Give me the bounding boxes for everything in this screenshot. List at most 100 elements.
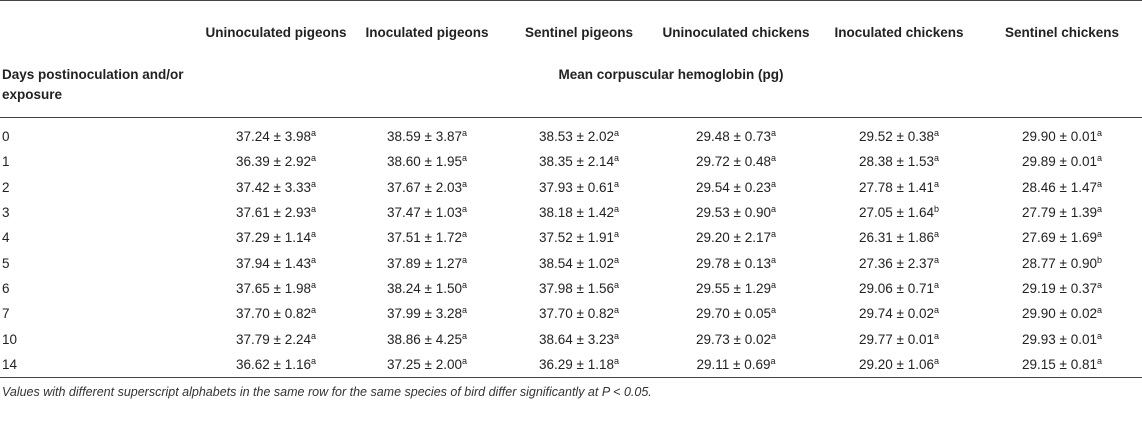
value-text: 37.61 ± 2.93 <box>236 205 311 221</box>
value-cell: 38.53 ± 2.02a <box>502 118 656 150</box>
significance-letter: a <box>933 279 939 290</box>
value-text: 29.48 ± 0.73 <box>696 129 771 145</box>
table-row: 5 37.94 ± 1.43a 37.89 ± 1.27a 38.54 ± 1.02a… <box>0 250 1142 275</box>
value-cell: 29.70 ± 0.05a <box>656 301 816 326</box>
significance-letter: a <box>461 254 467 265</box>
value-text: 29.89 ± 0.01 <box>1022 154 1097 170</box>
value-text: 37.93 ± 0.61 <box>539 179 614 195</box>
significance-letter: a <box>933 330 939 341</box>
day-cell: 7 <box>2 306 10 322</box>
day-cell: 4 <box>2 230 10 246</box>
significance-letter: a <box>461 204 467 215</box>
table-row: 6 37.65 ± 1.98a 38.24 ± 1.50a 37.98 ± 1.56a… <box>0 276 1142 301</box>
value-text: 29.06 ± 0.71 <box>859 280 934 296</box>
col-header-sentinel-chickens: Sentinel chickens <box>1004 25 1120 40</box>
value-text: 27.05 ± 1.64 <box>859 205 934 221</box>
table-row: 2 37.42 ± 3.33a 37.67 ± 2.03a 37.93 ± 0.61a… <box>0 175 1142 200</box>
significance-letter: a <box>1096 128 1102 139</box>
value-text: 29.73 ± 0.02 <box>696 331 771 347</box>
table-row: 7 37.70 ± 0.82a 37.99 ± 3.28a 37.70 ± 0.82a… <box>0 301 1142 326</box>
day-cell: 5 <box>2 255 10 271</box>
significance-letter: a <box>461 355 467 366</box>
value-text: 36.29 ± 1.18 <box>539 356 614 372</box>
value-text: 37.25 ± 2.00 <box>387 356 462 372</box>
value-text: 29.11 ± 0.69 <box>696 356 771 372</box>
value-cell: 29.20 ± 2.17a <box>656 225 816 250</box>
value-cell: 37.24 ± 3.98a <box>200 118 352 150</box>
day-cell: 3 <box>2 205 10 221</box>
value-text: 26.31 ± 1.86 <box>859 230 934 246</box>
value-cell: 29.48 ± 0.73a <box>656 118 816 150</box>
value-text: 37.94 ± 1.43 <box>236 255 311 271</box>
table-row: 0 37.24 ± 3.98a 38.59 ± 3.87a 38.53 ± 2.02a… <box>0 118 1142 150</box>
value-text: 29.55 ± 1.29 <box>696 280 771 296</box>
value-cell: 36.29 ± 1.18a <box>502 352 656 378</box>
value-text: 29.15 ± 0.81 <box>1022 356 1097 372</box>
value-text: 29.53 ± 0.90 <box>696 205 771 221</box>
value-cell: 29.15 ± 0.81a <box>982 352 1142 378</box>
value-cell: 29.55 ± 1.29a <box>656 276 816 301</box>
significance-letter: a <box>461 128 467 139</box>
value-text: 38.86 ± 4.25 <box>387 331 462 347</box>
significance-letter: a <box>770 279 776 290</box>
col-header-inoculated-chickens: Inoculated chickens <box>834 25 964 40</box>
significance-letter: a <box>310 153 316 164</box>
significance-letter: a <box>613 279 619 290</box>
value-text: 38.54 ± 1.02 <box>539 255 614 271</box>
value-cell: 37.70 ± 0.82a <box>502 301 656 326</box>
value-text: 29.77 ± 0.01 <box>859 331 934 347</box>
value-text: 37.99 ± 3.28 <box>387 306 462 322</box>
value-text: 28.38 ± 1.53 <box>859 154 934 170</box>
significance-letter: a <box>1096 204 1102 215</box>
day-cell: 14 <box>2 356 18 372</box>
significance-letter: a <box>310 279 316 290</box>
value-text: 37.67 ± 2.03 <box>387 179 462 195</box>
significance-letter: a <box>310 330 316 341</box>
value-cell: 38.18 ± 1.42a <box>502 200 656 225</box>
day-cell: 10 <box>2 331 18 347</box>
significance-letter: a <box>933 153 939 164</box>
measure-header-row: Days postinoculation and/or exposure Mea… <box>0 65 1142 118</box>
value-cell: 29.53 ± 0.90a <box>656 200 816 225</box>
significance-letter: a <box>310 128 316 139</box>
significance-letter: a <box>770 305 776 316</box>
value-cell: 29.20 ± 1.06a <box>816 352 982 378</box>
value-cell: 36.62 ± 1.16a <box>200 352 352 378</box>
significance-letter: a <box>933 128 939 139</box>
value-cell: 37.89 ± 1.27a <box>352 250 502 275</box>
significance-letter: a <box>310 204 316 215</box>
value-text: 37.70 ± 0.82 <box>236 306 311 322</box>
value-text: 29.19 ± 0.37 <box>1022 280 1097 296</box>
significance-letter: a <box>613 229 619 240</box>
value-cell: 28.77 ± 0.90b <box>982 250 1142 275</box>
value-text: 37.24 ± 3.98 <box>236 129 311 145</box>
significance-letter: a <box>933 229 939 240</box>
value-text: 38.59 ± 3.87 <box>387 129 462 145</box>
significance-letter: a <box>770 178 776 189</box>
value-cell: 29.74 ± 0.02a <box>816 301 982 326</box>
significance-letter: a <box>310 254 316 265</box>
value-cell: 29.77 ± 0.01a <box>816 326 982 351</box>
value-text: 29.20 ± 1.06 <box>859 356 934 372</box>
significance-letter: a <box>1096 355 1102 366</box>
value-text: 37.51 ± 1.72 <box>387 230 462 246</box>
significance-letter: a <box>1096 305 1102 316</box>
significance-letter: a <box>310 178 316 189</box>
significance-letter: a <box>1096 178 1102 189</box>
value-cell: 29.72 ± 0.48a <box>656 149 816 174</box>
value-text: 38.18 ± 1.42 <box>539 205 614 221</box>
significance-letter: a <box>613 153 619 164</box>
significance-letter: a <box>933 178 939 189</box>
significance-letter: a <box>310 229 316 240</box>
significance-letter: a <box>770 355 776 366</box>
col-header-uninoculated-pigeons: Uninoculated pigeons <box>205 25 347 40</box>
table-body: 0 37.24 ± 3.98a 38.59 ± 3.87a 38.53 ± 2.02a… <box>0 118 1142 378</box>
value-cell: 37.61 ± 2.93a <box>200 200 352 225</box>
value-cell: 37.52 ± 1.91a <box>502 225 656 250</box>
value-cell: 38.86 ± 4.25a <box>352 326 502 351</box>
value-cell: 38.35 ± 2.14a <box>502 149 656 174</box>
value-cell: 38.54 ± 1.02a <box>502 250 656 275</box>
significance-letter: a <box>770 254 776 265</box>
value-text: 38.53 ± 2.02 <box>539 129 614 145</box>
stub-spacer <box>0 1 200 66</box>
